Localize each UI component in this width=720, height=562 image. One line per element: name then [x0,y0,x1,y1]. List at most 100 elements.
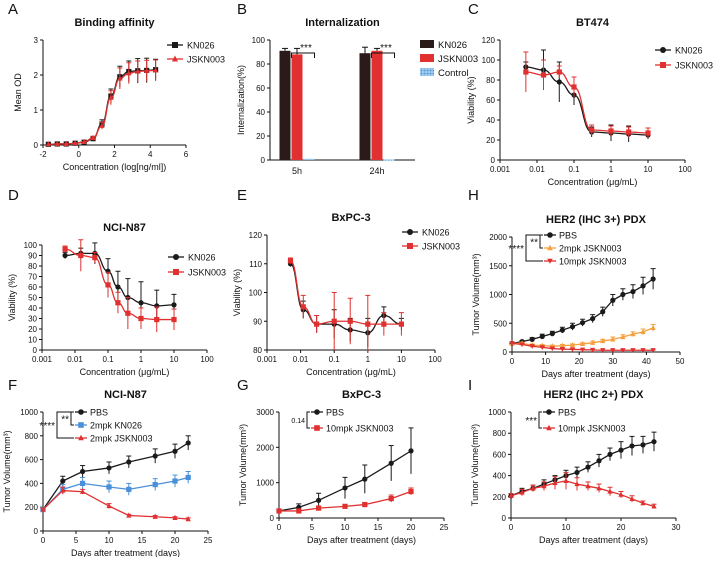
data-point [607,488,613,494]
y-tick-label: 100 [249,289,263,298]
data-point [585,464,591,470]
y-axis-label: Tumor Volume(mm³) [238,424,248,506]
data-point [78,434,84,441]
y-tick-label: 10 [28,336,37,345]
panel-g: 0 5 10 15 20 25 0 1000 2000 3000 BxPC-3 Days after … [237,377,449,545]
x-tick-label: 10 [541,357,550,366]
panel-f: 0 5 10 15 20 25 0 200 400 600 800 1000 NCI-N87 Days a… [2,377,213,558]
data-point [640,348,646,353]
panel-letter: B [237,1,247,18]
x-axis-label: Days after treatment (days) [71,548,180,557]
data-point [650,348,656,353]
legend-label: PBS [559,231,577,241]
y-tick-label: 0 [34,527,39,536]
significance-bracket [539,234,543,249]
data-point [342,503,348,509]
data-point [126,486,132,492]
data-point [547,244,553,251]
data-point [640,283,646,289]
data-point [126,459,132,465]
legend-label: KN026 [422,228,450,238]
panel-d: 0.001 0.01 0.1 1 10 1000102030405060708090100… [7,187,226,377]
significance-label: ** [530,238,538,249]
data-point [78,422,84,428]
legend-label: 10mpk JSKN003 [558,424,626,434]
series-line [42,476,189,511]
data-point [45,141,51,147]
data-point [539,333,545,340]
y-tick-label: 400 [25,479,39,488]
significance-bracket [371,52,395,58]
data-point [579,320,586,326]
x-tick-label: 0.1 [102,355,114,364]
y-tick-label: 600 [25,456,39,465]
y-tick-label: 80 [256,60,265,69]
data-point [629,443,635,449]
data-point [618,491,624,497]
data-point [126,70,132,76]
data-point [171,316,177,323]
data-point [78,252,84,259]
panel-letter: E [237,187,247,204]
data-point [600,337,606,344]
data-point [115,300,121,306]
data-point [185,440,191,446]
data-point [540,72,547,78]
panel-letter: D [8,187,19,204]
x-tick-label: 10 [397,355,406,364]
series-jskn003 [45,59,159,147]
x-tick-label: 100 [678,165,692,174]
data-point [630,331,636,337]
data-point [153,67,159,73]
y-tick-label: 20 [28,325,37,334]
data-point [630,289,636,295]
data-point [78,409,84,415]
y-tick-label: 50 [28,294,37,303]
x-axis-label: Concentration (log[ng/ml]) [63,162,167,172]
panel-letter: C [468,1,479,18]
data-point [362,476,368,482]
significance-bracket [70,411,74,426]
y-tick-label: 60 [486,96,495,105]
x-tick-label: 5 [74,536,79,545]
chart-title: NCI-N87 [103,222,146,234]
data-point [60,478,66,484]
chart-title: NCI-N87 [104,389,147,401]
data-point [105,282,111,288]
y-tick-label: 0 [34,141,39,150]
chart-title: BxPC-3 [331,212,370,224]
x-tick-label: 0 [77,150,82,159]
series-kn026 [287,260,404,348]
data-point [547,258,553,264]
y-tick-label: 20 [256,132,265,141]
x-tick-label: 25 [204,536,213,545]
x-tick-label: 0.01 [67,355,83,364]
y-tick-label: 40 [486,116,495,125]
y-tick-label: 40 [28,304,37,313]
y-axis-label: Tumor Volume(mm³) [2,430,12,512]
bar-group-24h: 24h *** [359,43,395,176]
significance-label: *** [300,43,312,54]
x-tick-label: 0 [41,536,46,545]
data-point [620,348,626,353]
data-point [300,304,306,310]
data-point [388,460,394,466]
data-point [314,321,320,327]
data-point [549,346,555,352]
bar [383,159,395,161]
data-point [80,488,86,494]
panel-letter: G [237,377,249,394]
legend-label: 10mpk JSKN003 [559,257,627,267]
y-tick-label: 400 [493,472,507,481]
data-point [574,480,580,487]
y-tick-label: 1500 [489,262,507,271]
x-tick-label: 6 [184,150,189,159]
x-tick-label: 50 [676,357,685,366]
data-point [556,69,562,75]
y-axis-label: Viability (%) [232,269,242,316]
x-axis-label: Concentration (μg/mL) [306,367,396,377]
data-point [80,480,86,486]
x-tick-label: 20 [575,357,584,366]
x-axis-label: Days after treatment (days) [539,535,648,545]
